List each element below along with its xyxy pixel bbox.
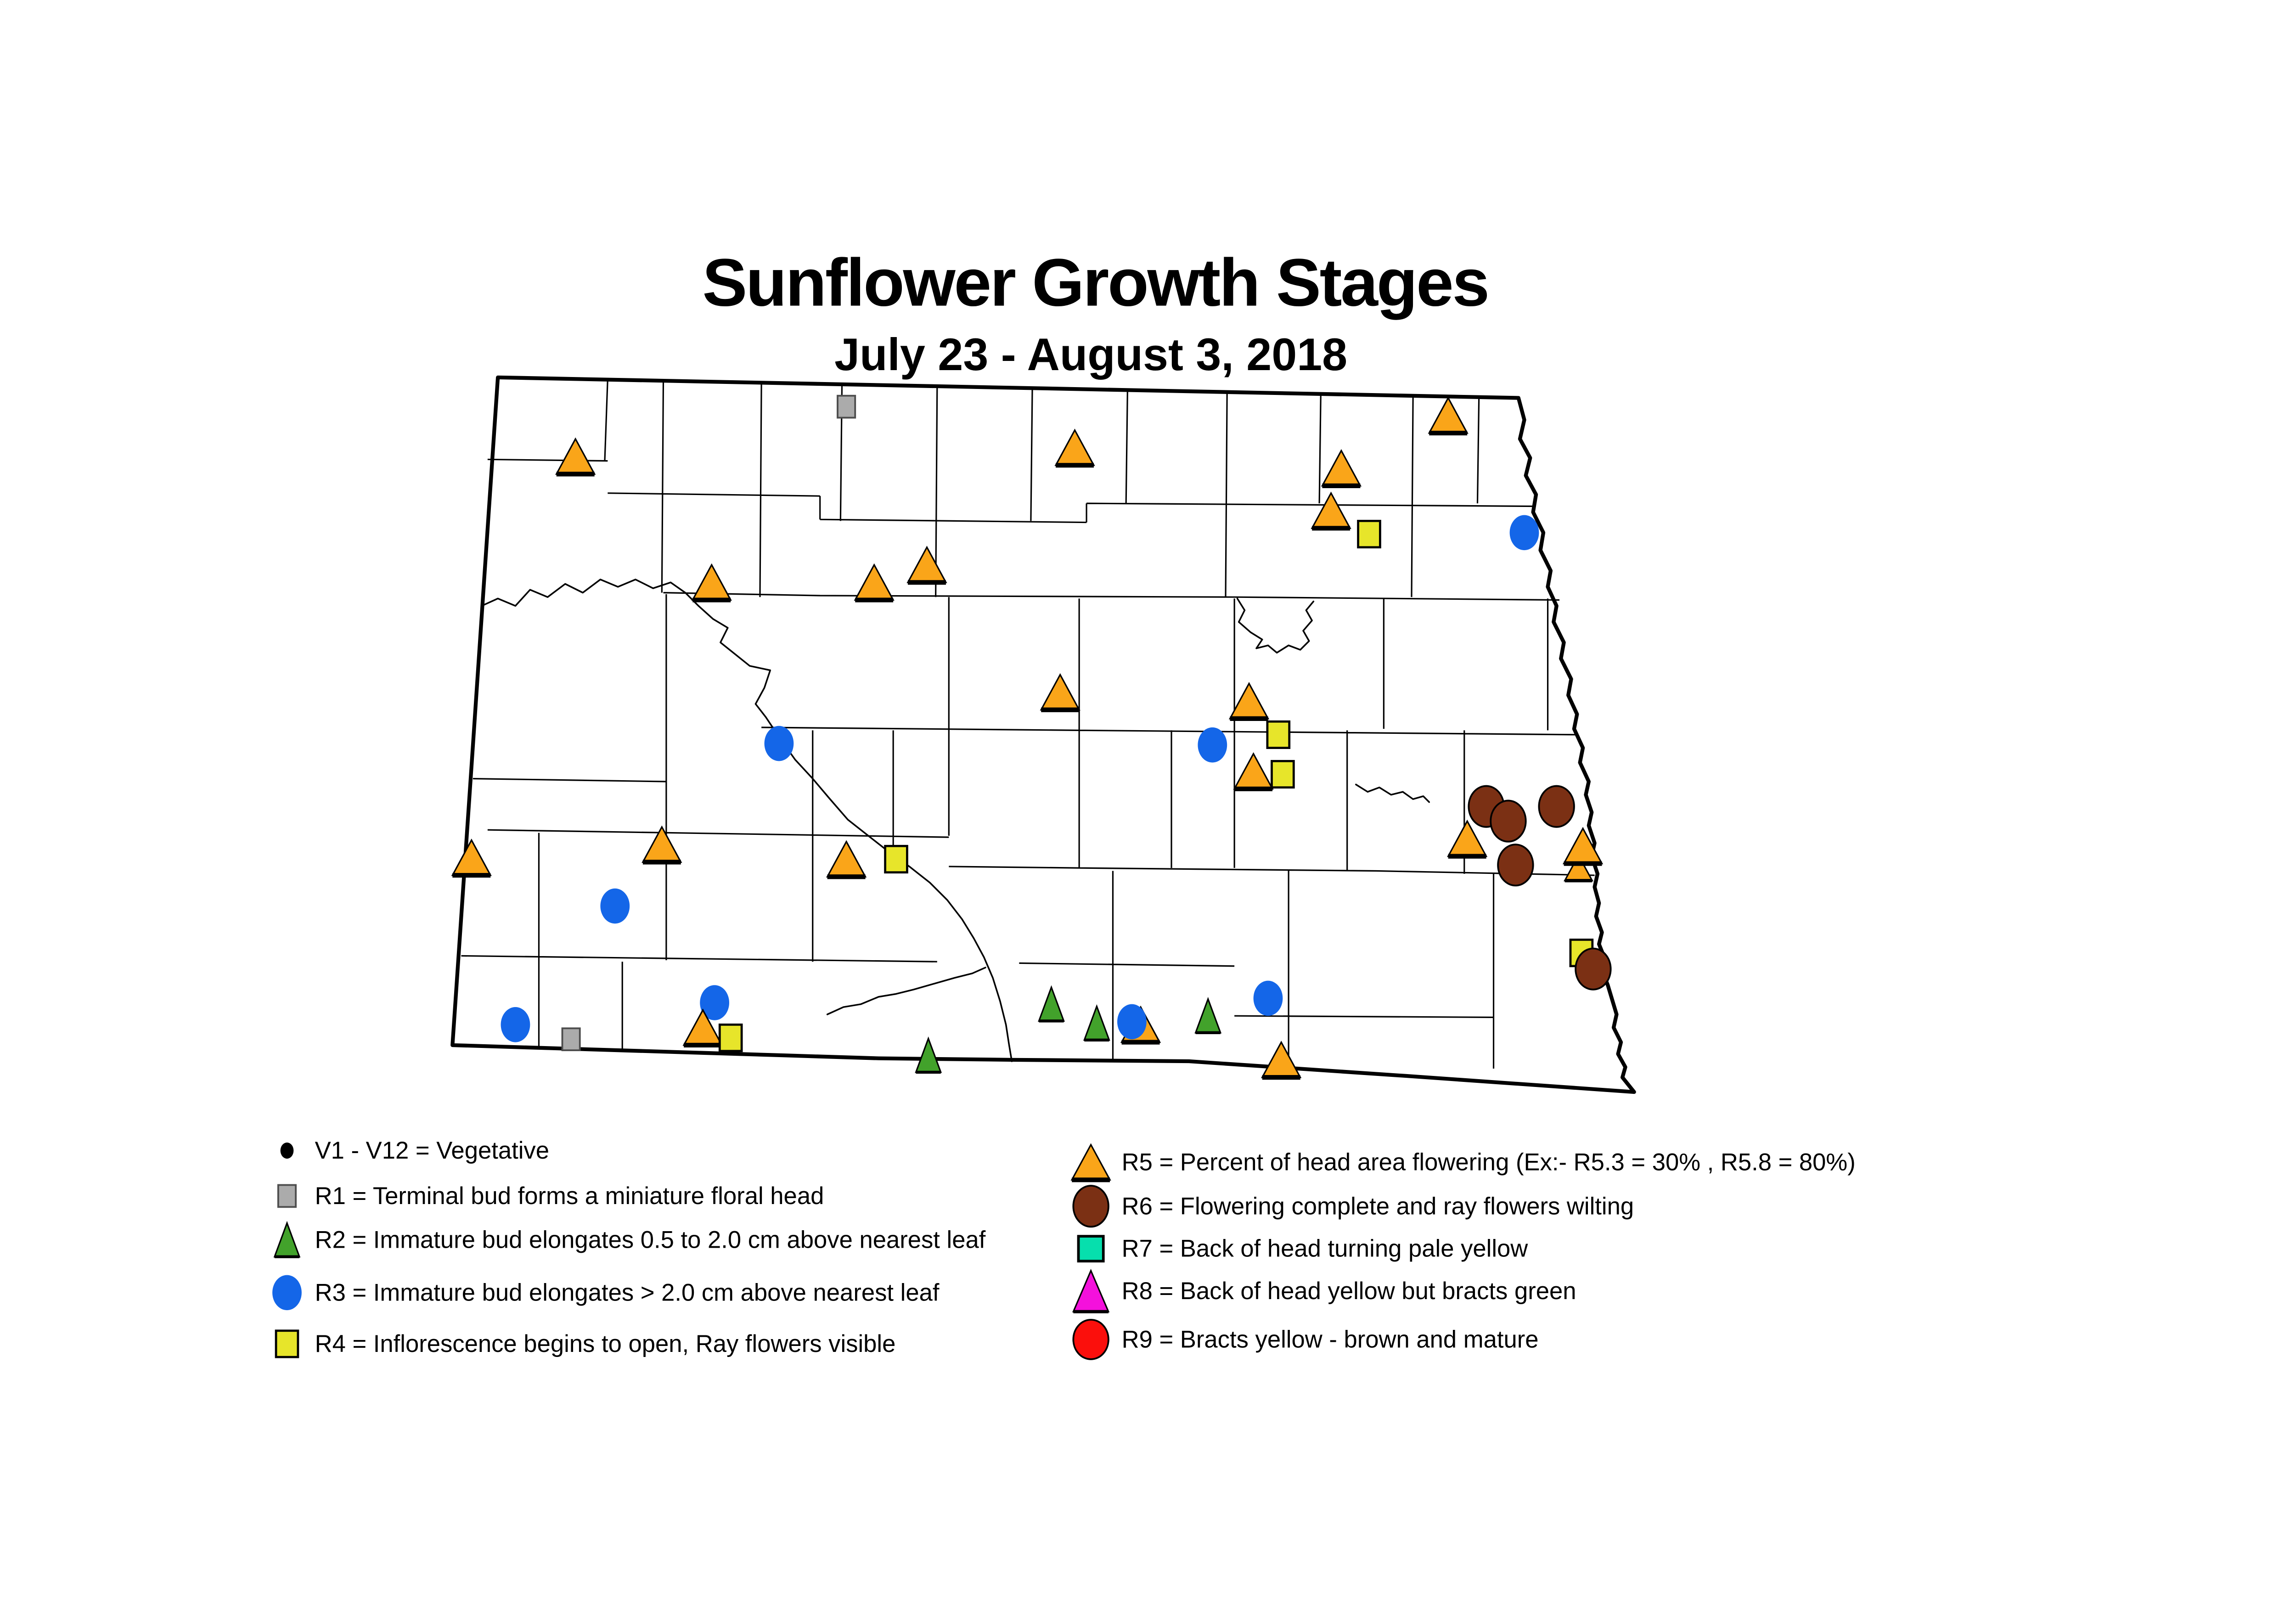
- legend-marker-r7-icon: [1077, 1235, 1105, 1263]
- legend-label-r8: R8 = Back of head yellow but bracts gree…: [1122, 1278, 1576, 1305]
- map-marker-r5: [1233, 752, 1274, 792]
- legend-marker-r5-icon: [1070, 1143, 1111, 1182]
- legend-row-r8: R8 = Back of head yellow but bracts gree…: [1072, 1268, 1576, 1313]
- map-marker-r5: [1228, 681, 1270, 721]
- legend-marker-r3-icon: [272, 1275, 302, 1311]
- sheyenne-river: [1355, 783, 1430, 803]
- map-marker-r3: [764, 726, 794, 761]
- legend-marker-r6-icon: [1072, 1185, 1109, 1228]
- map-marker-r5: [682, 1008, 723, 1048]
- map-marker-r2: [1038, 985, 1065, 1023]
- legend-label-r5: R5 = Percent of head area flowering (Ex:…: [1122, 1149, 1856, 1176]
- map-marker-r5: [1054, 428, 1095, 468]
- legend-row-r6: R6 = Flowering complete and ray flowers …: [1072, 1185, 1634, 1228]
- map-marker-r2: [915, 1036, 942, 1074]
- legend-row-r2: R2 = Immature bud elongates 0.5 to 2.0 c…: [273, 1221, 986, 1258]
- page-title: Sunflower Growth Stages: [703, 245, 1488, 321]
- legend-label-r4: R4 = Inflorescence begins to open, Ray f…: [315, 1330, 896, 1357]
- map-marker-r3: [1198, 727, 1227, 763]
- legend-row-r4: R4 = Inflorescence begins to open, Ray f…: [275, 1329, 896, 1358]
- legend-row-r3: R3 = Immature bud elongates > 2.0 cm abo…: [272, 1275, 940, 1311]
- map-marker-r6: [1575, 947, 1612, 991]
- page-subtitle: July 23 - August 3, 2018: [834, 329, 1347, 380]
- map-marker-r5: [826, 840, 867, 879]
- cannonball-river: [826, 967, 986, 1015]
- legend-label-r9: R9 = Bracts yellow - brown and mature: [1122, 1326, 1539, 1353]
- map-marker-r6: [1490, 799, 1527, 843]
- map-marker-r3: [1509, 515, 1539, 551]
- map-marker-r1: [837, 394, 856, 419]
- map-marker-r3: [700, 985, 730, 1020]
- legend-label-r2: R2 = Immature bud elongates 0.5 to 2.0 c…: [315, 1227, 986, 1254]
- map-marker-r5: [854, 563, 895, 602]
- map-marker-r1: [561, 1027, 581, 1052]
- north-dakota-map: [450, 375, 1636, 1094]
- county-boundaries: [461, 379, 1595, 1069]
- map-marker-r6: [1497, 844, 1534, 887]
- legend-label-r3: R3 = Immature bud elongates > 2.0 cm abo…: [315, 1279, 940, 1306]
- map-marker-r4: [718, 1023, 743, 1053]
- map-marker-r4: [1357, 519, 1381, 549]
- devils-lake: [1236, 597, 1315, 654]
- map-marker-r5: [1562, 827, 1604, 866]
- legend-row-r7: R7 = Back of head turning pale yellow: [1077, 1235, 1529, 1263]
- legend-label-v: V1 - V12 = Vegetative: [315, 1137, 549, 1164]
- map-marker-r5: [691, 563, 732, 602]
- legend-label-r6: R6 = Flowering complete and ray flowers …: [1122, 1193, 1634, 1220]
- map-markers: [451, 394, 1612, 1080]
- map-marker-r5: [1040, 673, 1080, 712]
- map-marker-r4: [1266, 720, 1291, 749]
- map-marker-r5: [1261, 1041, 1302, 1080]
- legend-label-r7: R7 = Back of head turning pale yellow: [1122, 1235, 1529, 1262]
- map-marker-r6: [1538, 785, 1575, 828]
- legend-marker-r2-icon: [273, 1221, 301, 1258]
- legend-marker-v-icon: [280, 1143, 294, 1159]
- legend-row-v: V1 - V12 = Vegetative: [280, 1137, 549, 1164]
- legend-row-r1: R1 = Terminal bud forms a miniature flor…: [277, 1182, 824, 1210]
- map-marker-r5: [906, 546, 947, 585]
- legend-marker-r4-icon: [275, 1329, 299, 1358]
- legend-marker-r1-icon: [277, 1184, 297, 1208]
- map-marker-r3: [1253, 980, 1283, 1016]
- legend-marker-r8-icon: [1072, 1268, 1110, 1313]
- legend-row-r9: R9 = Bracts yellow - brown and mature: [1072, 1318, 1539, 1360]
- state-border: [450, 375, 1636, 1094]
- legend-marker-r9-icon: [1072, 1318, 1109, 1360]
- map-marker-r3: [501, 1007, 530, 1042]
- map-marker-r5: [642, 825, 682, 865]
- map-marker-r5: [451, 839, 492, 878]
- legend-column-right: R5 = Percent of head area flowering (Ex:…: [1070, 1143, 1856, 1360]
- map-marker-r5: [555, 437, 596, 477]
- map-marker-r4: [884, 844, 908, 874]
- map-marker-r2: [1083, 1004, 1110, 1041]
- map-marker-r5: [1321, 449, 1362, 488]
- map-marker-r3: [1117, 1004, 1147, 1040]
- map-marker-r5: [1428, 396, 1469, 436]
- map-marker-r2: [1194, 996, 1222, 1035]
- legend-column-left: V1 - V12 = Vegetative R1 = Terminal bud f…: [272, 1137, 986, 1358]
- map-marker-r5: [1563, 854, 1594, 883]
- map-marker-r5: [1311, 491, 1351, 531]
- legend-row-r5: R5 = Percent of head area flowering (Ex:…: [1070, 1143, 1856, 1182]
- map-marker-r5: [1447, 819, 1488, 859]
- missouri-river: [481, 579, 1013, 1062]
- map-marker-r4: [1271, 760, 1295, 789]
- map-marker-r3: [600, 888, 630, 924]
- legend-label-r1: R1 = Terminal bud forms a miniature flor…: [315, 1182, 824, 1210]
